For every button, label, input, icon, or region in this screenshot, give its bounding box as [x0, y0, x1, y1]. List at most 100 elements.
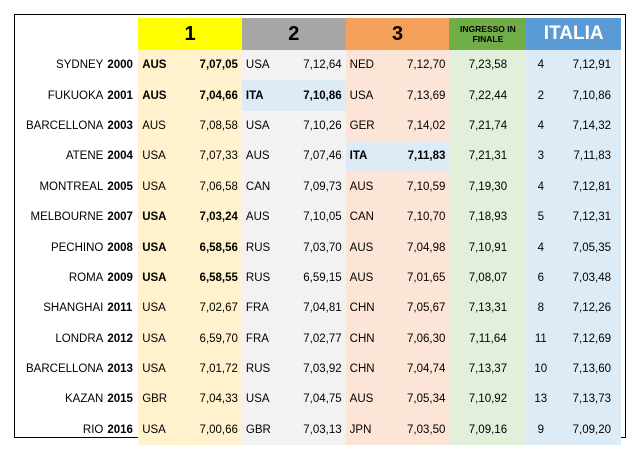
- bronze-nation-cell: AUS: [345, 384, 394, 415]
- gold-nation-cell: USA: [138, 141, 187, 172]
- silver-time-cell: 7,03,92: [290, 353, 346, 385]
- table-row: PECHINO 2008 USA 6,58,56 RUS 7,03,70 AUS 7,04,9…: [18, 232, 621, 263]
- header-italia: ITALIA: [526, 18, 621, 50]
- city-cell: BARCELLONA: [26, 119, 104, 132]
- italia-rank-cell: 8: [526, 293, 556, 324]
- ingresso-time-cell: 7,09,16: [449, 414, 527, 446]
- table-row: BARCELLONA 2003 AUS 7,08,58 USA 7,10,26 GER 7,1…: [18, 110, 621, 142]
- italia-time-cell: 7,12,31: [555, 201, 621, 233]
- bronze-nation-cell: CHN: [345, 323, 394, 354]
- silver-nation-cell: FRA: [241, 323, 291, 354]
- header-first-place: 1: [138, 18, 242, 50]
- silver-nation-cell: USA: [241, 50, 291, 81]
- year-cell: 2001: [107, 89, 133, 102]
- ingresso-time-cell: 7,21,31: [449, 141, 527, 172]
- silver-nation-cell: ITA: [241, 80, 291, 111]
- gold-time-cell: 6,59,70: [186, 323, 242, 354]
- gold-nation-cell: USA: [138, 171, 187, 202]
- table-row: SYDNEY 2000 AUS 7,07,05 USA 7,12,64 NED 7,12,70…: [18, 50, 621, 81]
- bronze-time-cell: 7,14,02: [393, 110, 450, 142]
- silver-time-cell: 7,07,46: [290, 141, 346, 172]
- gold-nation-cell: GBR: [138, 384, 187, 415]
- table-row: LONDRA 2012 USA 6,59,70 FRA 7,02,77 CHN 7,06,30…: [18, 323, 621, 354]
- silver-time-cell: 7,02,77: [290, 323, 346, 354]
- italia-time-cell: 7,10,86: [555, 80, 621, 111]
- gold-time-cell: 6,58,56: [186, 232, 242, 263]
- bronze-nation-cell: JPN: [345, 414, 394, 446]
- bronze-nation-cell: NED: [345, 50, 394, 81]
- italia-time-cell: 7,13,60: [555, 353, 621, 385]
- city-cell: KAZAN: [65, 393, 104, 406]
- bronze-time-cell: 7,11,83: [393, 141, 450, 172]
- ingresso-time-cell: 7,10,92: [449, 384, 527, 415]
- city-cell: MELBOURNE: [30, 211, 104, 224]
- gold-time-cell: 7,04,33: [186, 384, 242, 415]
- city-cell: ATENE: [65, 150, 104, 163]
- header-second-place: 2: [241, 18, 346, 50]
- bronze-nation-cell: CHN: [345, 353, 394, 385]
- bronze-nation-cell: AUS: [345, 171, 394, 202]
- bronze-nation-cell: USA: [345, 80, 394, 111]
- italia-time-cell: 7,05,35: [555, 232, 621, 263]
- silver-nation-cell: FRA: [241, 293, 291, 324]
- italia-time-cell: 7,12,91: [555, 50, 621, 81]
- gold-time-cell: 7,07,05: [186, 50, 242, 81]
- silver-time-cell: 7,09,73: [290, 171, 346, 202]
- silver-nation-cell: AUS: [241, 201, 291, 233]
- bronze-nation-cell: GER: [345, 110, 394, 142]
- ingresso-time-cell: 7,22,44: [449, 80, 527, 111]
- silver-nation-cell: AUS: [241, 141, 291, 172]
- silver-time-cell: 7,10,26: [290, 110, 346, 142]
- italia-rank-cell: 11: [526, 323, 556, 354]
- silver-nation-cell: GBR: [241, 414, 291, 446]
- bronze-nation-cell: ITA: [345, 141, 394, 172]
- gold-nation-cell: USA: [138, 353, 187, 385]
- year-cell: 2015: [107, 393, 133, 406]
- ingresso-time-cell: 7,10,91: [449, 232, 527, 263]
- italia-rank-cell: 4: [526, 50, 556, 81]
- gold-nation-cell: USA: [138, 414, 187, 446]
- year-cell: 2011: [107, 302, 133, 315]
- city-cell: SHANGHAI: [43, 302, 104, 315]
- table-row: SHANGHAI 2011 USA 7,02,67 FRA 7,04,81 CHN 7,05,…: [18, 293, 621, 324]
- italia-rank-cell: 2: [526, 80, 556, 111]
- silver-nation-cell: CAN: [241, 171, 291, 202]
- year-cell: 2005: [107, 180, 133, 193]
- bronze-time-cell: 7,04,74: [393, 353, 450, 385]
- results-table: 1 2 3 INGRESSO IN FINALE ITALIA SYDNEY 20…: [18, 18, 621, 446]
- bronze-nation-cell: CHN: [345, 293, 394, 324]
- bronze-time-cell: 7,06,30: [393, 323, 450, 354]
- italia-rank-cell: 9: [526, 414, 556, 446]
- year-cell: 2007: [107, 211, 133, 224]
- city-cell: MONTREAL: [39, 180, 104, 193]
- ingresso-time-cell: 7,13,37: [449, 353, 527, 385]
- gold-time-cell: 7,03,24: [186, 201, 242, 233]
- gold-time-cell: 7,08,58: [186, 110, 242, 142]
- table-row: BARCELLONA 2013 USA 7,01,72 RUS 7,03,92 CHN 7,0…: [18, 353, 621, 385]
- gold-nation-cell: AUS: [138, 110, 187, 142]
- bronze-time-cell: 7,03,50: [393, 414, 450, 446]
- gold-time-cell: 7,04,66: [186, 80, 242, 111]
- italia-rank-cell: 4: [526, 171, 556, 202]
- header-blank: [18, 18, 139, 50]
- silver-time-cell: 7,04,75: [290, 384, 346, 415]
- bronze-time-cell: 7,04,98: [393, 232, 450, 263]
- gold-time-cell: 7,00,66: [186, 414, 242, 446]
- silver-time-cell: 7,03,13: [290, 414, 346, 446]
- silver-time-cell: 7,04,81: [290, 293, 346, 324]
- bronze-time-cell: 7,13,69: [393, 80, 450, 111]
- city-cell: LONDRA: [55, 332, 104, 345]
- table-row: KAZAN 2015 GBR 7,04,33 USA 7,04,75 AUS 7,05,34 7…: [18, 384, 621, 415]
- year-cell: 2013: [107, 363, 133, 376]
- silver-time-cell: 7,03,70: [290, 232, 346, 263]
- italia-rank-cell: 3: [526, 141, 556, 172]
- italia-rank-cell: 5: [526, 201, 556, 233]
- bronze-time-cell: 7,10,70: [393, 201, 450, 233]
- italia-rank-cell: 4: [526, 232, 556, 263]
- silver-nation-cell: RUS: [241, 232, 291, 263]
- table-row: MONTREAL 2005 USA 7,06,58 CAN 7,09,73 AUS 7,10,…: [18, 171, 621, 202]
- bronze-nation-cell: CAN: [345, 201, 394, 233]
- bronze-time-cell: 7,01,65: [393, 262, 450, 294]
- city-cell: BARCELLONA: [26, 363, 104, 376]
- italia-time-cell: 7,13,73: [555, 384, 621, 415]
